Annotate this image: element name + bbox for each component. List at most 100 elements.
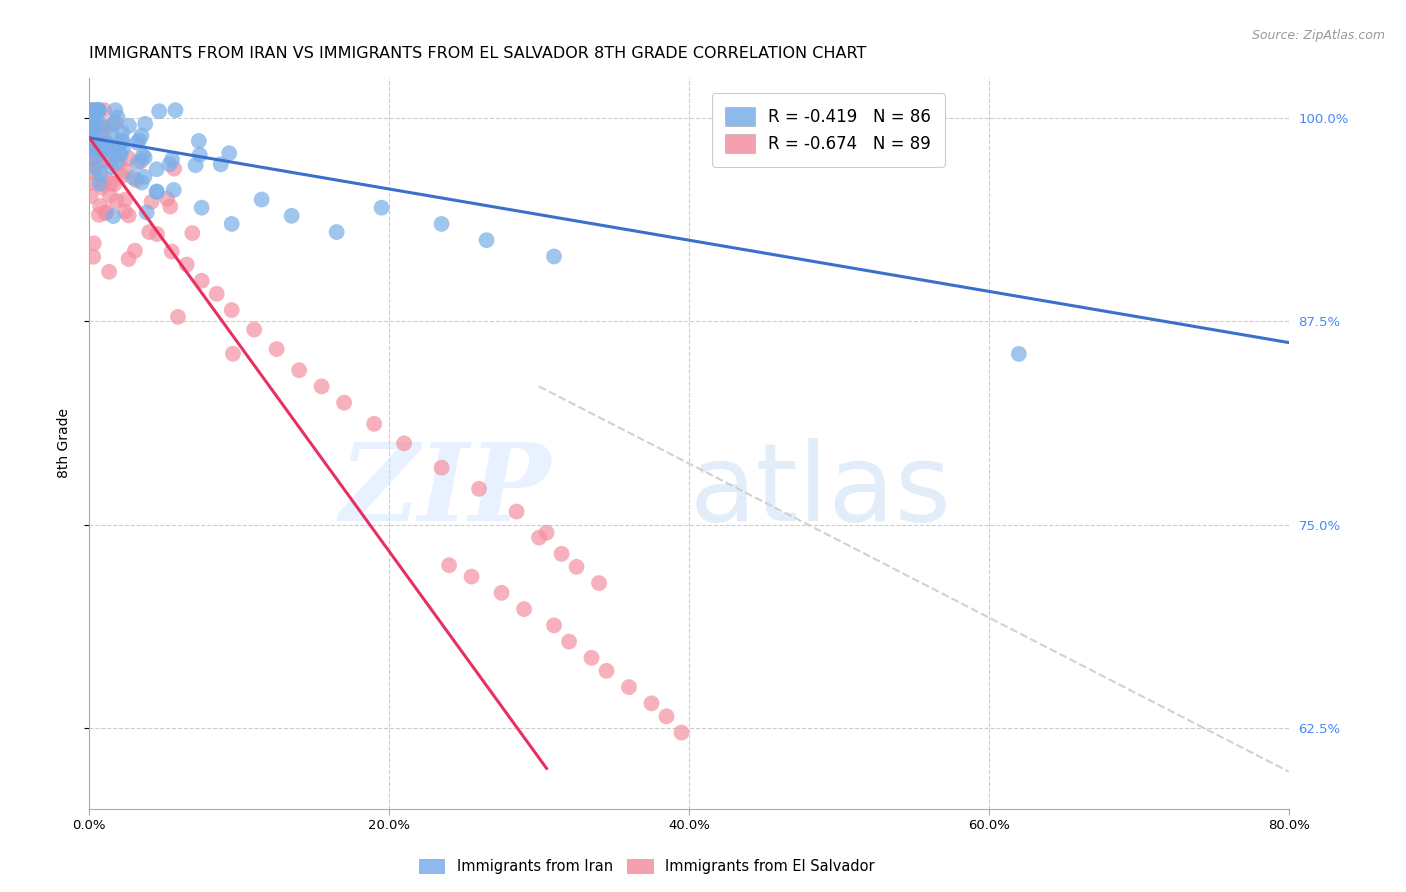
Y-axis label: 8th Grade: 8th Grade	[58, 409, 72, 478]
Point	[89, 167, 111, 181]
Point	[205, 286, 228, 301]
Point	[134, 151, 156, 165]
Point	[107, 140, 129, 154]
Point	[110, 148, 132, 162]
Point	[107, 111, 129, 125]
Point	[86, 161, 108, 176]
Point	[163, 183, 186, 197]
Point	[91, 178, 114, 192]
Point	[80, 120, 103, 134]
Point	[134, 117, 156, 131]
Point	[89, 125, 111, 139]
Point	[80, 189, 103, 203]
Point	[135, 205, 157, 219]
Point	[640, 697, 662, 711]
Point	[655, 709, 678, 723]
Point	[103, 177, 125, 191]
Point	[160, 244, 183, 259]
Point	[146, 227, 169, 241]
Point	[118, 208, 141, 222]
Point	[280, 209, 302, 223]
Point	[82, 166, 104, 180]
Legend: Immigrants from Iran, Immigrants from El Salvador: Immigrants from Iran, Immigrants from El…	[413, 853, 880, 880]
Point	[82, 250, 104, 264]
Point	[91, 118, 114, 132]
Point	[105, 155, 128, 169]
Point	[89, 145, 111, 159]
Point	[87, 103, 110, 118]
Point	[266, 342, 288, 356]
Point	[114, 193, 136, 207]
Point	[156, 192, 179, 206]
Point	[104, 144, 127, 158]
Point	[122, 170, 145, 185]
Point	[595, 664, 617, 678]
Point	[543, 249, 565, 263]
Point	[117, 252, 139, 266]
Point	[89, 199, 111, 213]
Point	[536, 525, 558, 540]
Point	[127, 155, 149, 169]
Point	[96, 136, 118, 151]
Point	[671, 725, 693, 739]
Point	[131, 176, 153, 190]
Point	[370, 201, 392, 215]
Point	[86, 103, 108, 118]
Point	[97, 136, 120, 151]
Text: IMMIGRANTS FROM IRAN VS IMMIGRANTS FROM EL SALVADOR 8TH GRADE CORRELATION CHART: IMMIGRANTS FROM IRAN VS IMMIGRANTS FROM …	[89, 46, 866, 62]
Point	[188, 148, 211, 162]
Point	[190, 201, 212, 215]
Point	[80, 152, 103, 166]
Point	[87, 103, 110, 118]
Point	[491, 586, 513, 600]
Point	[114, 164, 136, 178]
Point	[98, 265, 121, 279]
Point	[89, 177, 111, 191]
Point	[134, 169, 156, 184]
Point	[87, 130, 110, 145]
Point	[145, 185, 167, 199]
Point	[148, 104, 170, 119]
Point	[111, 142, 134, 156]
Point	[288, 363, 311, 377]
Point	[141, 194, 163, 209]
Point	[80, 103, 103, 118]
Point	[80, 112, 103, 127]
Point	[80, 107, 103, 121]
Point	[430, 460, 453, 475]
Point	[138, 225, 160, 239]
Point	[145, 162, 167, 177]
Point	[181, 226, 204, 240]
Point	[108, 145, 131, 160]
Point	[565, 559, 588, 574]
Point	[145, 185, 167, 199]
Point	[118, 119, 141, 133]
Point	[98, 145, 121, 159]
Point	[105, 194, 128, 208]
Point	[243, 322, 266, 336]
Point	[80, 176, 103, 190]
Point	[111, 133, 134, 147]
Point	[160, 153, 183, 167]
Point	[111, 135, 134, 149]
Point	[84, 116, 107, 130]
Point	[90, 147, 112, 161]
Point	[80, 153, 103, 167]
Point	[84, 103, 107, 118]
Point	[132, 149, 155, 163]
Point	[475, 233, 498, 247]
Point	[89, 145, 111, 160]
Point	[184, 158, 207, 172]
Point	[94, 172, 117, 186]
Point	[93, 138, 115, 153]
Point	[80, 103, 103, 118]
Point	[82, 151, 104, 165]
Point	[100, 126, 122, 140]
Point	[617, 680, 640, 694]
Point	[221, 303, 243, 318]
Point	[93, 153, 115, 167]
Point	[83, 143, 105, 157]
Point	[80, 148, 103, 162]
Point	[159, 200, 181, 214]
Point	[93, 103, 115, 118]
